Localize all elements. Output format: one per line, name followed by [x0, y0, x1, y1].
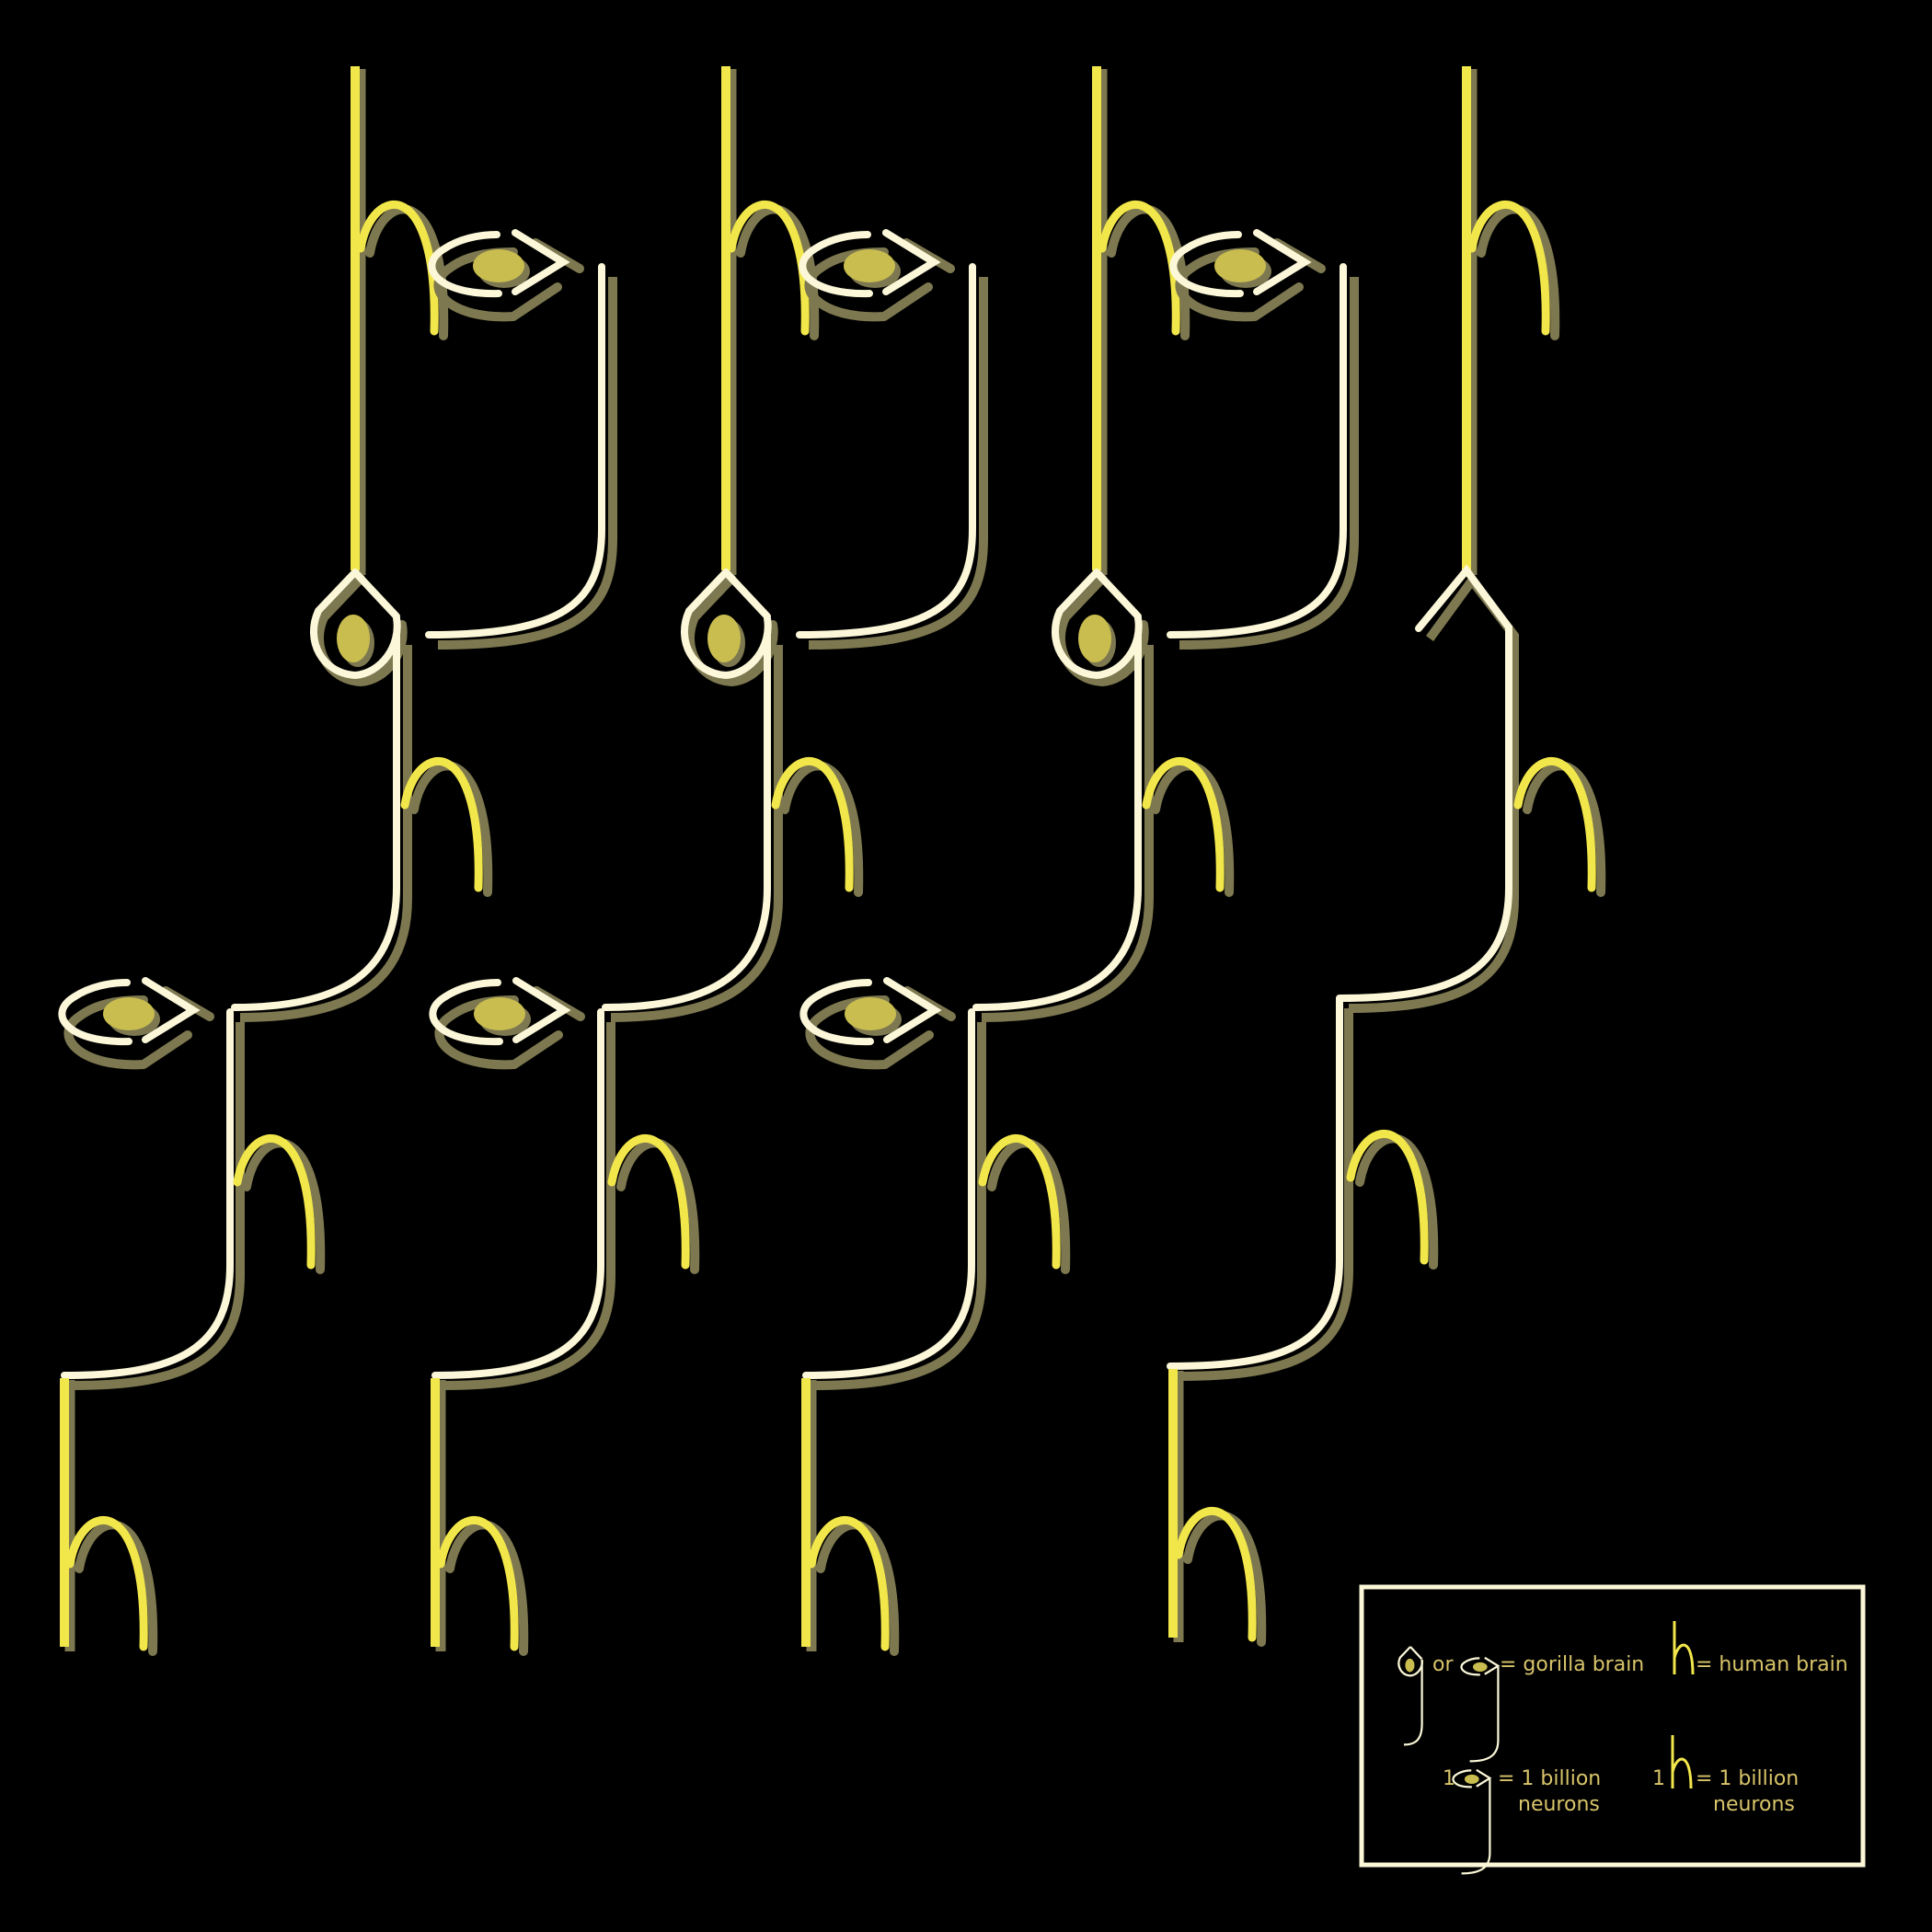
human-brain-h-12 — [1168, 1369, 1261, 1642]
human-brain-row-1 — [351, 66, 1555, 575]
human-brain-h-11 — [801, 1378, 894, 1651]
gorilla-brain-g-3 — [1167, 233, 1359, 650]
gorilla-brain-g-8 — [432, 981, 695, 1390]
legend-human-unit-line2: neurons — [1713, 1793, 1795, 1816]
gorilla-brain-g-7 — [62, 981, 320, 1390]
gorilla-brain-row-2 — [231, 564, 1601, 1022]
human-brain-h-1 — [351, 66, 443, 575]
gorilla-brain-g-4 — [231, 572, 488, 1022]
human-brain-h-4 — [1462, 66, 1555, 575]
human-brain-row-4 — [60, 1369, 1261, 1651]
gorilla-brain-g-1 — [425, 233, 617, 650]
gorilla-brain-row-1 — [425, 233, 1359, 650]
gorilla-brain-g-glyph-vertical — [1397, 1646, 1423, 1746]
gorilla-brain-g-glyph-unit — [1452, 1768, 1492, 1875]
gorilla-brain-g-9 — [803, 981, 1065, 1390]
human-brain-h-glyph-unit — [1671, 1735, 1693, 1789]
gorilla-brain-g-2 — [796, 233, 988, 650]
legend: or = gorilla brain = human brain 1 = 1 b… — [1359, 1584, 1866, 1875]
legend-gorilla-unit-line1: = 1 billion — [1498, 1767, 1601, 1790]
human-brain-h-2 — [721, 66, 814, 575]
gorilla-brain-g-5 — [602, 572, 858, 1022]
legend-one-gorilla: 1 — [1443, 1767, 1455, 1790]
gorilla-brain-g-6 — [972, 572, 1229, 1022]
human-brain-h-3 — [1092, 66, 1185, 575]
legend-or-word: or — [1432, 1653, 1454, 1676]
legend-one-human: 1 — [1652, 1767, 1665, 1790]
gorilla-brain-g-glyph-horizontal — [1460, 1656, 1501, 1763]
legend-border — [1359, 1584, 1866, 1868]
legend-human-label: = human brain — [1696, 1653, 1848, 1676]
legend-gorilla-label: = gorilla brain — [1500, 1653, 1644, 1676]
legend-human-unit-line1: = 1 billion — [1696, 1767, 1799, 1790]
neuron-branch-4 — [1338, 564, 1601, 1013]
gorilla-brain-row-3 — [62, 981, 1433, 1390]
legend-gorilla-unit-line2: neurons — [1518, 1793, 1600, 1816]
human-brain-h-glyph — [1673, 1621, 1695, 1675]
neuron-branch-8 — [1167, 995, 1433, 1381]
human-brain-h-10 — [431, 1378, 523, 1651]
human-brain-h-9 — [60, 1378, 153, 1651]
